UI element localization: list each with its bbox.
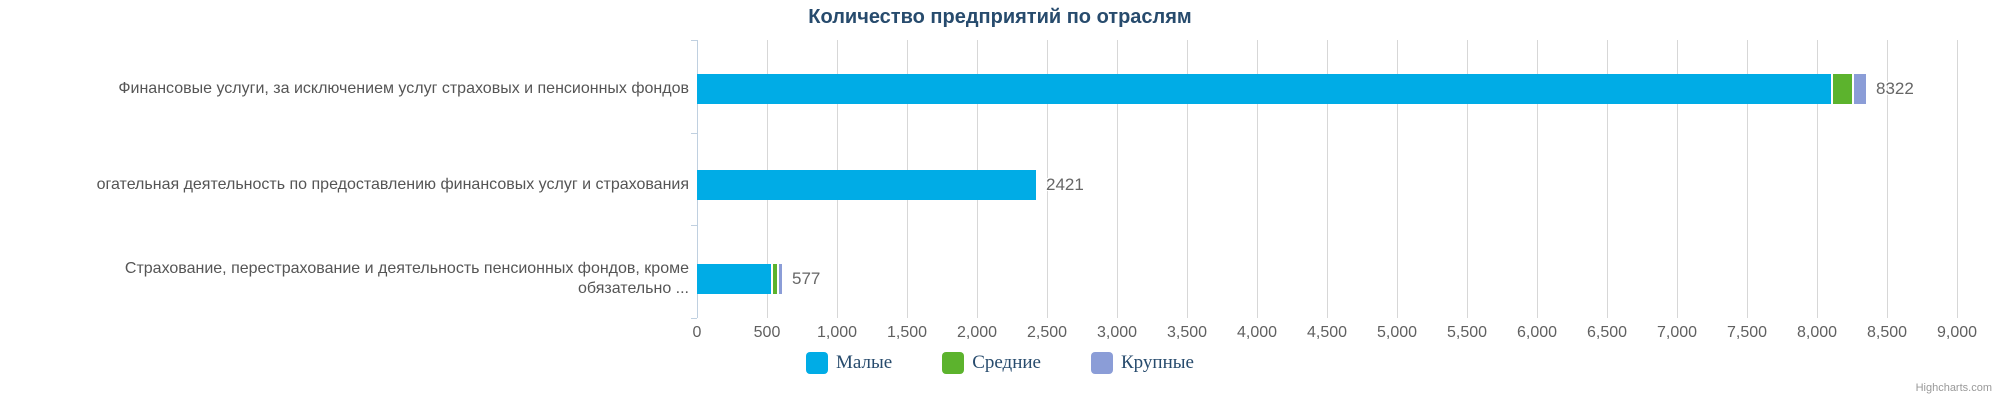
value-axis-tick-label: 4,000 bbox=[1236, 324, 1278, 341]
value-axis-tick-label: 4,500 bbox=[1306, 324, 1348, 341]
gridline bbox=[1117, 40, 1118, 318]
plot-area: 8322 2421 577 bbox=[691, 40, 1958, 319]
value-axis-tick-label: 7,000 bbox=[1656, 324, 1698, 341]
category-label: Финансовые услуги, за исключением услуг … bbox=[118, 80, 689, 97]
value-axis-tick-label: 7,500 bbox=[1726, 324, 1768, 341]
legend-label: Средние bbox=[972, 352, 1041, 373]
legend-label: Малые bbox=[836, 352, 893, 373]
stack-total-label: 2421 bbox=[1046, 175, 1084, 194]
bar-row: 577 bbox=[697, 264, 820, 294]
bar-segment-малые[interactable] bbox=[697, 74, 1831, 104]
bar-segment-крупные[interactable] bbox=[779, 264, 782, 294]
chart-title: Количество предприятий по отраслям bbox=[808, 6, 1192, 28]
bar-segment-средние[interactable] bbox=[773, 264, 777, 294]
category-label: Страхование, перестрахование и деятельно… bbox=[124, 260, 689, 297]
bar-row: 8322 bbox=[697, 74, 1914, 104]
value-axis-tick-label: 500 bbox=[753, 324, 781, 341]
bar-segment-крупные[interactable] bbox=[1854, 74, 1866, 104]
legend-swatch-icon bbox=[1091, 352, 1113, 374]
value-axis-tick-label: 5,000 bbox=[1376, 324, 1418, 341]
highcharts-credits-link[interactable]: Highcharts.com bbox=[1915, 382, 1992, 394]
bar-segment-средние[interactable] bbox=[1833, 74, 1852, 104]
value-axis-tick-label: 2,500 bbox=[1026, 324, 1068, 341]
legend-item-малые[interactable]: Малые bbox=[806, 352, 892, 374]
gridline bbox=[1257, 40, 1258, 318]
value-axis-tick-label: 5,500 bbox=[1446, 324, 1488, 341]
category-axis-tick bbox=[691, 225, 697, 226]
gridline bbox=[1957, 40, 1958, 318]
category-axis-tick bbox=[691, 40, 697, 41]
value-axis-tick-label: 8,000 bbox=[1796, 324, 1838, 341]
value-axis-tick-label: 6,000 bbox=[1516, 324, 1558, 341]
value-axis-tick-label: 3,500 bbox=[1166, 324, 1208, 341]
legend-swatch-icon bbox=[806, 352, 829, 374]
gridline bbox=[1187, 40, 1188, 318]
bar-row: 2421 bbox=[697, 170, 1084, 200]
bar-segment-малые[interactable] bbox=[697, 264, 771, 294]
legend-swatch-icon bbox=[942, 352, 965, 374]
gridline bbox=[1397, 40, 1398, 318]
gridline bbox=[1047, 40, 1048, 318]
gridline bbox=[1327, 40, 1328, 318]
value-axis-tick-label: 1,500 bbox=[886, 324, 928, 341]
legend-label: Крупные bbox=[1121, 352, 1194, 373]
category-axis-tick bbox=[691, 133, 697, 134]
value-axis-tick-label: 9,000 bbox=[1936, 324, 1978, 341]
gridline bbox=[1467, 40, 1468, 318]
category-label: огательная деятельность по предоставлени… bbox=[96, 176, 689, 193]
value-axis-tick-label: 2,000 bbox=[956, 324, 998, 341]
value-axis-tick-label: 6,500 bbox=[1586, 324, 1628, 341]
gridline bbox=[1747, 40, 1748, 318]
category-axis-labels: Финансовые услуги, за исключением услуг … bbox=[0, 40, 689, 318]
stack-total-label: 8322 bbox=[1876, 79, 1914, 98]
value-axis-tick-label: 0 bbox=[692, 324, 702, 341]
value-axis-tick-label: 1,000 bbox=[816, 324, 858, 341]
category-axis-tick bbox=[691, 318, 697, 319]
gridline bbox=[1537, 40, 1538, 318]
bar-segment-малые[interactable] bbox=[697, 170, 1036, 200]
legend: Малые Средние Крупные bbox=[0, 352, 2000, 374]
gridline bbox=[1817, 40, 1818, 318]
gridline bbox=[1677, 40, 1678, 318]
gridline bbox=[1887, 40, 1888, 318]
stack-total-label: 577 bbox=[792, 269, 821, 288]
legend-item-крупные[interactable]: Крупные bbox=[1091, 352, 1194, 374]
gridline bbox=[1607, 40, 1608, 318]
value-axis-tick-label: 3,000 bbox=[1096, 324, 1138, 341]
legend-item-средние[interactable]: Средние bbox=[942, 352, 1041, 374]
value-axis-tick-label: 8,500 bbox=[1866, 324, 1908, 341]
